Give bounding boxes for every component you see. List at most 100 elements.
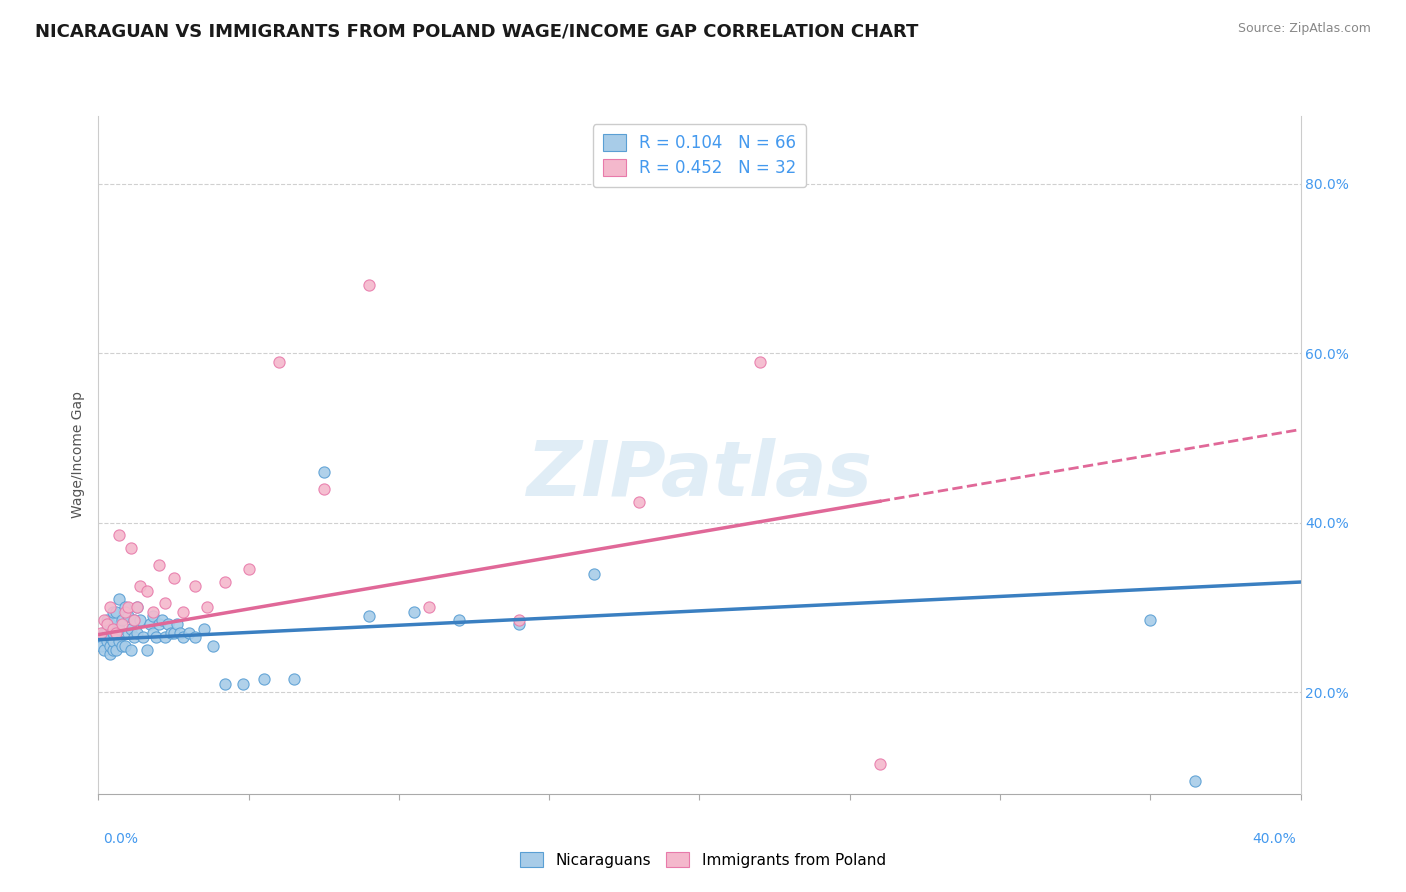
Point xyxy=(162,571,184,585)
Point xyxy=(253,673,276,687)
Point xyxy=(1139,613,1161,627)
Point xyxy=(105,626,128,640)
Point xyxy=(121,622,143,636)
Point xyxy=(159,626,181,640)
Point xyxy=(103,642,125,657)
Point xyxy=(117,600,139,615)
Point xyxy=(96,617,118,632)
Point xyxy=(124,630,146,644)
Point xyxy=(869,757,891,772)
Point xyxy=(103,634,125,648)
Legend: R = 0.104   N = 66, R = 0.452   N = 32: R = 0.104 N = 66, R = 0.452 N = 32 xyxy=(592,124,807,187)
Point xyxy=(166,617,188,632)
Point xyxy=(267,355,290,369)
Point xyxy=(100,600,122,615)
Point xyxy=(121,541,143,555)
Point xyxy=(108,528,131,542)
Point xyxy=(135,583,157,598)
Point xyxy=(114,639,136,653)
Point xyxy=(402,605,425,619)
Point xyxy=(238,562,260,576)
Point xyxy=(105,626,128,640)
Text: NICARAGUAN VS IMMIGRANTS FROM POLAND WAGE/INCOME GAP CORRELATION CHART: NICARAGUAN VS IMMIGRANTS FROM POLAND WAG… xyxy=(35,22,918,40)
Point xyxy=(145,630,167,644)
Point xyxy=(111,613,134,627)
Point xyxy=(232,676,254,690)
Point xyxy=(124,613,146,627)
Point xyxy=(93,642,115,657)
Point xyxy=(153,630,176,644)
Point xyxy=(129,613,152,627)
Point xyxy=(111,639,134,653)
Point xyxy=(141,605,163,619)
Point xyxy=(153,596,176,610)
Point xyxy=(90,630,112,644)
Point xyxy=(127,600,149,615)
Point xyxy=(418,600,440,615)
Point xyxy=(103,613,125,627)
Point xyxy=(201,639,224,653)
Point xyxy=(96,634,118,648)
Point xyxy=(127,626,149,640)
Point xyxy=(183,579,205,593)
Text: ZIPatlas: ZIPatlas xyxy=(526,438,873,512)
Point xyxy=(114,605,136,619)
Point xyxy=(508,617,530,632)
Point xyxy=(214,574,236,589)
Point xyxy=(127,600,149,615)
Point xyxy=(150,613,173,627)
Text: Source: ZipAtlas.com: Source: ZipAtlas.com xyxy=(1237,22,1371,36)
Point xyxy=(93,613,115,627)
Point xyxy=(129,579,152,593)
Text: 0.0%: 0.0% xyxy=(103,832,138,846)
Point xyxy=(214,676,236,690)
Point xyxy=(105,642,128,657)
Point xyxy=(183,630,205,644)
Point xyxy=(124,613,146,627)
Text: 40.0%: 40.0% xyxy=(1253,832,1296,846)
Point xyxy=(100,639,122,653)
Point xyxy=(114,600,136,615)
Point xyxy=(148,617,170,632)
Point xyxy=(108,592,131,607)
Point xyxy=(169,626,191,640)
Point xyxy=(172,630,194,644)
Point xyxy=(162,626,184,640)
Point xyxy=(117,626,139,640)
Point xyxy=(748,355,770,369)
Point xyxy=(96,622,118,636)
Point xyxy=(447,613,470,627)
Point xyxy=(357,609,380,624)
Point xyxy=(93,626,115,640)
Point xyxy=(100,630,122,644)
Point xyxy=(312,465,335,479)
Point xyxy=(108,622,131,636)
Point xyxy=(117,609,139,624)
Point xyxy=(195,600,218,615)
Point xyxy=(103,605,125,619)
Legend: Nicaraguans, Immigrants from Poland: Nicaraguans, Immigrants from Poland xyxy=(515,846,891,873)
Point xyxy=(90,639,112,653)
Point xyxy=(156,617,179,632)
Point xyxy=(121,642,143,657)
Point xyxy=(193,622,215,636)
Point xyxy=(148,558,170,573)
Point xyxy=(90,626,112,640)
Point xyxy=(172,605,194,619)
Point xyxy=(628,494,651,508)
Point xyxy=(357,278,380,293)
Point xyxy=(138,617,160,632)
Point xyxy=(111,617,134,632)
Point xyxy=(141,609,163,624)
Point xyxy=(508,613,530,627)
Point xyxy=(1184,774,1206,789)
Point xyxy=(108,634,131,648)
Point xyxy=(141,626,163,640)
Point xyxy=(96,613,118,627)
Point xyxy=(583,566,606,581)
Point xyxy=(103,622,125,636)
Point xyxy=(100,647,122,661)
Point xyxy=(132,630,155,644)
Point xyxy=(105,605,128,619)
Point xyxy=(283,673,305,687)
